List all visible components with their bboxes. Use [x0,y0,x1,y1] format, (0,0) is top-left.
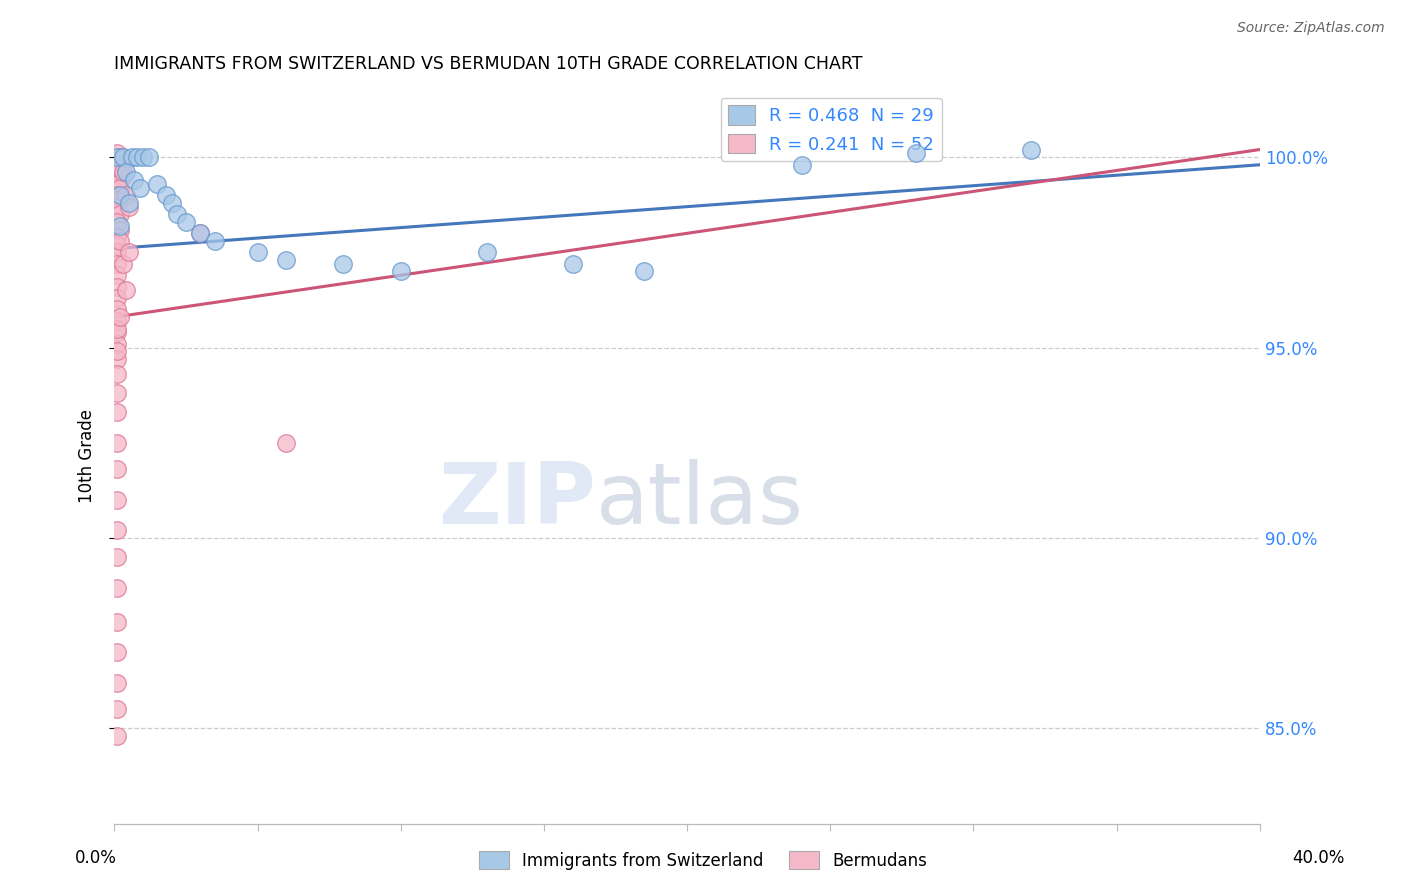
Point [105,314,128,328]
Point [108,192,131,206]
Point [246,245,269,260]
Point [105,188,128,202]
Text: IMMIGRANTS FROM SWITZERLAND VS BERMUDAN 10TH GRADE CORRELATION CHART: IMMIGRANTS FROM SWITZERLAND VS BERMUDAN … [114,55,863,73]
Point [114,284,136,298]
Point [108,310,131,325]
Point [105,336,128,351]
Point [105,200,128,214]
Point [561,257,583,271]
Point [108,234,131,248]
Point [105,550,128,565]
Point [108,161,131,176]
Point [105,675,128,690]
Point [105,368,128,382]
Point [174,215,197,229]
Point [105,581,128,595]
Point [108,222,131,236]
Point [105,326,128,340]
Point [108,207,131,221]
Text: 40.0%: 40.0% [1292,849,1346,867]
Point [105,351,128,366]
Point [132,150,155,164]
Point [114,188,136,202]
Point [905,146,928,161]
Point [204,234,226,248]
Point [155,188,177,202]
Point [111,165,134,179]
Point [108,188,131,202]
Point [105,237,128,252]
Legend: Immigrants from Switzerland, Bermudans: Immigrants from Switzerland, Bermudans [472,845,934,877]
Point [1019,143,1042,157]
Point [633,264,655,278]
Point [111,257,134,271]
Point [105,524,128,538]
Point [105,386,128,401]
Point [105,158,128,172]
Point [111,169,134,184]
Point [105,215,128,229]
Point [117,195,139,210]
Point [105,435,128,450]
Point [105,344,128,359]
Point [105,462,128,476]
Point [105,729,128,743]
Point [790,158,813,172]
Point [124,173,146,187]
Point [105,405,128,419]
Point [276,252,298,267]
Point [108,150,131,164]
Text: atlas: atlas [596,458,803,541]
Point [114,165,136,179]
Legend: R = 0.468  N = 29, R = 0.241  N = 52: R = 0.468 N = 29, R = 0.241 N = 52 [721,97,942,161]
Point [108,180,131,194]
Point [121,150,143,164]
Point [389,264,412,278]
Point [105,702,128,716]
Point [105,268,128,283]
Point [117,200,139,214]
Point [105,615,128,629]
Text: Source: ZipAtlas.com: Source: ZipAtlas.com [1237,21,1385,36]
Point [105,146,128,161]
Point [105,321,128,335]
Point [146,177,169,191]
Point [108,219,131,233]
Point [117,245,139,260]
Point [166,207,188,221]
Point [105,230,128,244]
Point [105,302,128,317]
Y-axis label: 10th Grade: 10th Grade [79,409,96,503]
Point [105,177,128,191]
Point [105,492,128,507]
Point [111,150,134,164]
Point [332,257,354,271]
Point [127,150,149,164]
Text: 0.0%: 0.0% [75,849,117,867]
Point [105,257,128,271]
Point [105,150,128,164]
Point [129,180,152,194]
Point [105,279,128,293]
Point [105,245,128,260]
Point [188,227,211,241]
Point [276,435,298,450]
Point [160,195,183,210]
Point [138,150,160,164]
Point [105,645,128,659]
Text: ZIP: ZIP [437,458,596,541]
Point [111,150,134,164]
Point [188,227,211,241]
Point [105,291,128,305]
Point [475,245,498,260]
